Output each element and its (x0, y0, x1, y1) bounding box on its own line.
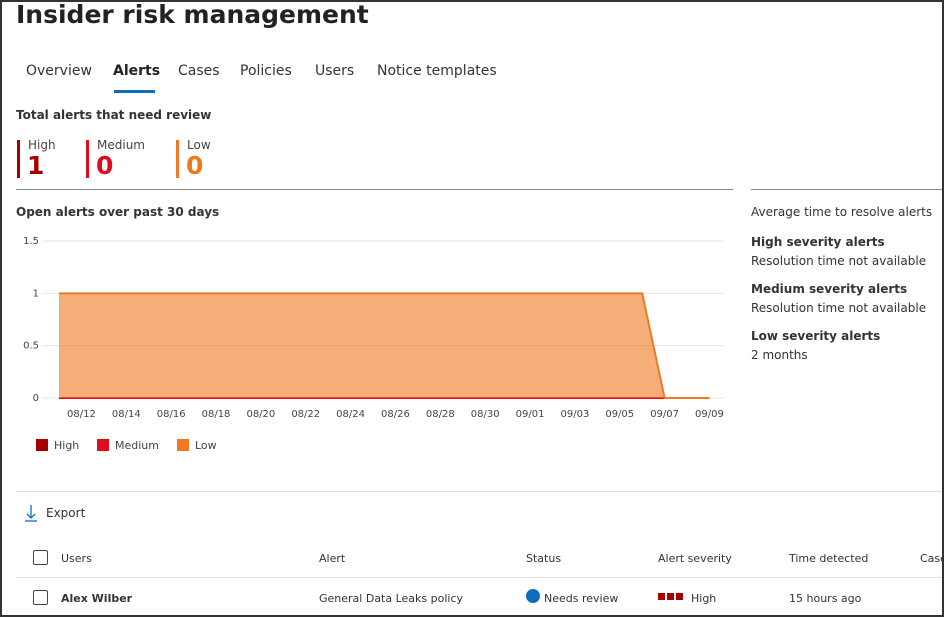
column-header[interactable]: Users (61, 552, 92, 565)
column-header[interactable]: Alert (319, 552, 346, 565)
legend-label: Medium (115, 439, 159, 452)
x-tick-label: 09/07 (650, 409, 679, 420)
x-tick-label: 08/22 (291, 409, 320, 420)
column-header[interactable]: Time detected (789, 552, 869, 565)
severity-bar (86, 140, 89, 178)
legend-label: Low (195, 439, 217, 452)
tab[interactable]: Cases (178, 63, 220, 79)
severity-label: Low (187, 138, 211, 152)
x-tick-label: 09/09 (695, 409, 724, 420)
select-all-checkbox[interactable] (33, 550, 48, 565)
area-line (59, 292, 710, 399)
divider (16, 189, 733, 190)
cell: High (691, 592, 717, 605)
cell: 15 hours ago (789, 592, 862, 605)
panel-label: Medium severity alerts (751, 282, 908, 296)
x-tick-label: 09/03 (560, 409, 589, 420)
tab[interactable]: Policies (240, 63, 292, 79)
divider (16, 491, 942, 492)
x-tick-label: 08/20 (246, 409, 275, 420)
x-tick-label: 08/18 (202, 409, 231, 420)
legend-swatch (97, 439, 109, 451)
x-tick-label: 09/01 (516, 409, 545, 420)
severity-icon (667, 593, 674, 600)
column-header[interactable]: Alert severity (658, 552, 732, 565)
tab[interactable]: Notice templates (377, 63, 497, 79)
column-header[interactable]: Case (920, 552, 942, 565)
active-tab-indicator (114, 90, 155, 93)
panel-value: Resolution time not available (751, 301, 927, 315)
x-tick-label: 09/05 (605, 409, 634, 420)
divider (16, 577, 942, 578)
severity-bar (176, 140, 179, 178)
tab[interactable]: Users (315, 63, 355, 79)
x-tick-label: 08/16 (157, 409, 186, 420)
page-title: Insider risk management (16, 0, 369, 29)
panel-value: 2 months (751, 348, 808, 362)
x-tick-label: 08/12 (67, 409, 96, 420)
divider (751, 189, 942, 190)
column-header[interactable]: Status (526, 552, 562, 565)
status-dot (526, 589, 540, 603)
severity-icon (676, 593, 683, 600)
chart: 0 0.5 1 1.5 08/12 08/14 08/16 08/18 08/20 08/22 08… (23, 236, 724, 452)
severity-count: 1 (27, 151, 45, 180)
y-tick-label: 1 (33, 288, 39, 299)
x-tick-label: 08/24 (336, 409, 365, 420)
export-button[interactable]: Export (46, 506, 86, 520)
area (59, 293, 710, 398)
cell: Needs review (544, 592, 619, 605)
x-tick-label: 08/14 (112, 409, 141, 420)
y-tick-label: 1.5 (23, 236, 39, 247)
severity-bar (17, 140, 20, 178)
cell: General Data Leaks policy (319, 592, 464, 605)
x-tick-label: 08/28 (426, 409, 455, 420)
cell[interactable]: Alex Wilber (61, 592, 133, 605)
x-tick-label: 08/26 (381, 409, 410, 420)
tab[interactable]: Overview (26, 63, 92, 79)
x-tick-label: 08/30 (471, 409, 500, 420)
legend-label: High (54, 439, 79, 452)
row-checkbox[interactable] (33, 590, 48, 605)
severity-icon (658, 593, 665, 600)
panel-value: Resolution time not available (751, 254, 927, 268)
panel-label: High severity alerts (751, 235, 885, 249)
panel-label: Low severity alerts (751, 329, 881, 343)
chart-title: Open alerts over past 30 days (16, 205, 220, 219)
summary-title: Total alerts that need review (16, 108, 212, 122)
y-tick-label: 0 (33, 393, 39, 404)
severity-label: High (28, 138, 56, 152)
severity-count: 0 (96, 151, 114, 180)
panel-title: Average time to resolve alerts (751, 205, 933, 219)
export-icon[interactable] (24, 504, 38, 522)
legend-swatch (177, 439, 189, 451)
y-tick-label: 0.5 (23, 341, 39, 352)
legend-swatch (36, 439, 48, 451)
severity-count: 0 (186, 151, 204, 180)
severity-label: Medium (97, 138, 145, 152)
tab[interactable]: Alerts (113, 63, 161, 79)
